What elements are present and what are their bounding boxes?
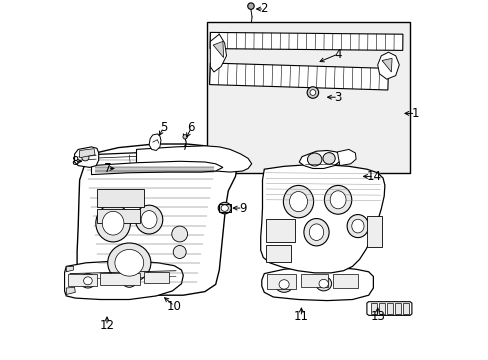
Polygon shape: [381, 58, 391, 72]
Polygon shape: [299, 150, 340, 168]
Ellipse shape: [322, 153, 335, 164]
Ellipse shape: [218, 202, 231, 214]
Text: 10: 10: [166, 300, 182, 312]
Ellipse shape: [315, 276, 331, 291]
Text: 6: 6: [187, 121, 195, 134]
Ellipse shape: [309, 90, 315, 95]
Ellipse shape: [173, 246, 186, 258]
Text: 1: 1: [411, 107, 418, 120]
Bar: [97, 209, 140, 223]
Polygon shape: [377, 52, 399, 79]
Polygon shape: [260, 165, 384, 273]
Text: 13: 13: [369, 310, 385, 323]
Text: 2: 2: [260, 3, 267, 15]
Polygon shape: [366, 302, 411, 315]
Ellipse shape: [318, 279, 328, 288]
Bar: [394, 303, 400, 314]
Bar: [206, 22, 409, 173]
Ellipse shape: [102, 211, 123, 235]
Ellipse shape: [324, 185, 351, 214]
Bar: [266, 274, 295, 289]
Ellipse shape: [171, 226, 187, 242]
Ellipse shape: [135, 205, 163, 234]
Ellipse shape: [309, 224, 323, 240]
Bar: [68, 274, 97, 286]
Text: 7: 7: [104, 162, 111, 175]
Bar: [402, 303, 408, 314]
Polygon shape: [66, 287, 75, 294]
Bar: [265, 219, 294, 242]
Text: 4: 4: [334, 48, 341, 60]
Polygon shape: [210, 34, 226, 72]
Bar: [265, 245, 291, 262]
Polygon shape: [75, 147, 99, 167]
Polygon shape: [209, 63, 387, 90]
Ellipse shape: [141, 211, 157, 229]
Bar: [101, 273, 140, 285]
Ellipse shape: [303, 219, 328, 246]
Text: 5: 5: [160, 121, 167, 134]
Text: 11: 11: [293, 310, 308, 323]
Bar: [332, 274, 357, 288]
Polygon shape: [136, 146, 251, 172]
Polygon shape: [64, 261, 183, 300]
Polygon shape: [213, 41, 223, 58]
Ellipse shape: [329, 191, 346, 209]
Bar: [378, 303, 384, 314]
Ellipse shape: [289, 192, 307, 212]
Bar: [366, 216, 381, 247]
Bar: [218, 204, 230, 212]
Bar: [386, 303, 392, 314]
Polygon shape: [80, 149, 95, 158]
Polygon shape: [77, 144, 237, 295]
Ellipse shape: [283, 185, 313, 218]
Ellipse shape: [81, 154, 89, 161]
Polygon shape: [149, 134, 161, 150]
Polygon shape: [261, 267, 373, 301]
Text: 8: 8: [71, 155, 78, 168]
Ellipse shape: [279, 280, 288, 289]
Ellipse shape: [96, 204, 130, 242]
Text: 9: 9: [239, 202, 246, 215]
Polygon shape: [91, 161, 223, 175]
Ellipse shape: [275, 276, 292, 292]
Polygon shape: [66, 266, 73, 272]
Text: 12: 12: [99, 319, 114, 332]
Ellipse shape: [346, 215, 368, 238]
Ellipse shape: [115, 249, 143, 276]
Ellipse shape: [183, 135, 187, 139]
Polygon shape: [210, 32, 402, 50]
Ellipse shape: [351, 219, 363, 233]
Ellipse shape: [83, 277, 92, 285]
Ellipse shape: [247, 3, 254, 9]
Bar: [97, 189, 143, 207]
Text: 3: 3: [334, 91, 341, 104]
Ellipse shape: [306, 87, 318, 98]
Ellipse shape: [122, 274, 136, 287]
Ellipse shape: [307, 153, 321, 166]
Ellipse shape: [107, 243, 151, 283]
Ellipse shape: [80, 274, 96, 288]
Bar: [370, 303, 376, 314]
Polygon shape: [337, 149, 355, 166]
Bar: [301, 274, 328, 287]
Ellipse shape: [221, 205, 228, 211]
Bar: [143, 272, 168, 283]
Text: 14: 14: [366, 170, 381, 183]
